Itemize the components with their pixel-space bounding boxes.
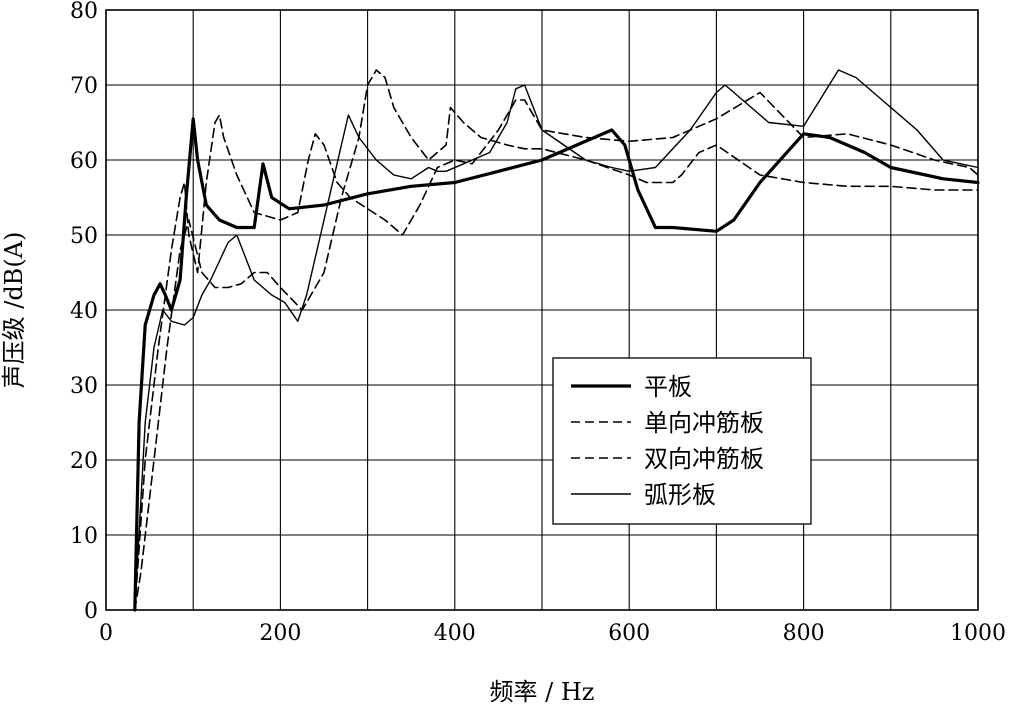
legend: 平板 单向冲筋板 双向冲筋板 弧形板 bbox=[552, 357, 812, 525]
x-tick-label-0: 0 bbox=[99, 621, 113, 646]
series-lines bbox=[133, 69, 980, 612]
y-tick-label-8: 80 bbox=[70, 0, 98, 24]
series-line-1 bbox=[134, 91, 979, 611]
series-line-0 bbox=[133, 117, 980, 612]
y-tick-label-3: 30 bbox=[70, 374, 98, 399]
series-line-2 bbox=[134, 69, 979, 611]
y-tick-labels: 0 10 20 30 40 50 60 70 80 bbox=[70, 0, 98, 624]
x-tick-label-6: 600 bbox=[608, 621, 650, 646]
y-tick-label-4: 40 bbox=[70, 299, 98, 324]
y-tick-label-6: 60 bbox=[70, 149, 98, 174]
x-tick-label-2: 200 bbox=[259, 621, 301, 646]
x-axis-title: 频率 / Hz bbox=[490, 678, 595, 706]
y-tick-label-0: 0 bbox=[84, 599, 98, 624]
y-tick-label-1: 10 bbox=[70, 524, 98, 549]
legend-label-curved-plate: 弧形板 bbox=[644, 481, 716, 509]
plot-frame bbox=[105, 9, 979, 611]
y-tick-label-7: 70 bbox=[70, 74, 98, 99]
series-line-3 bbox=[134, 69, 979, 611]
y-tick-label-5: 50 bbox=[70, 224, 98, 249]
legend-label-flat-plate: 平板 bbox=[644, 373, 692, 401]
x-tick-label-8: 800 bbox=[783, 621, 825, 646]
x-tick-label-4: 400 bbox=[434, 621, 476, 646]
y-tick-label-2: 20 bbox=[70, 449, 98, 474]
legend-label-double-rib-plate: 双向冲筋板 bbox=[644, 445, 764, 473]
x-tick-labels: 0 200 400 600 800 1000 bbox=[99, 621, 1006, 646]
y-axis-title: 声压级 /dB(A) bbox=[0, 232, 28, 389]
legend-label-single-rib-plate: 单向冲筋板 bbox=[644, 409, 764, 437]
x-tick-label-10: 1000 bbox=[950, 621, 1006, 646]
